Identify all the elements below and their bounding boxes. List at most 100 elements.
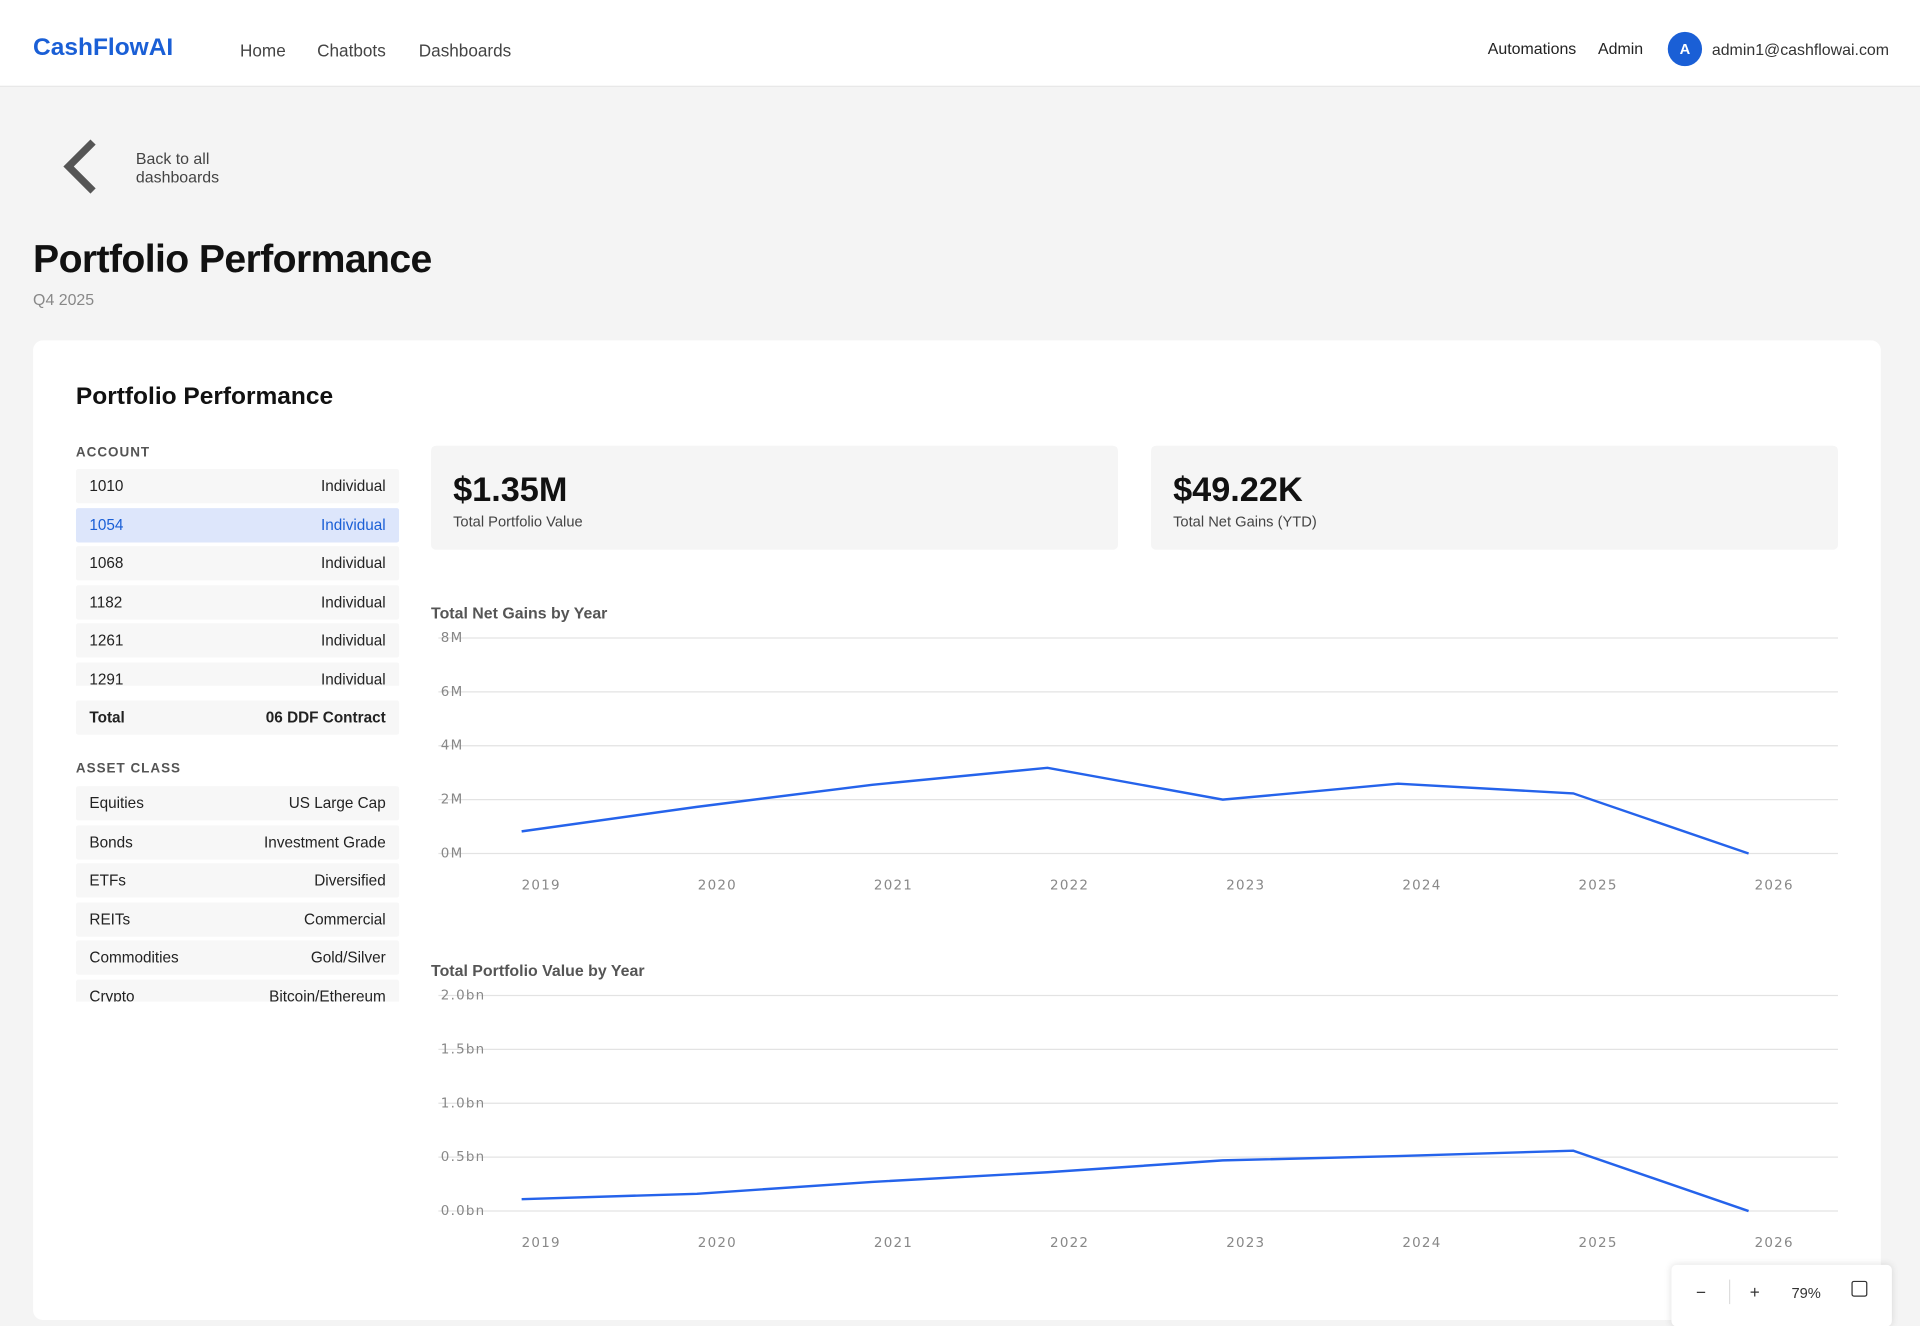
account-id: 1291 xyxy=(89,670,123,685)
section-label: ACCOUNT xyxy=(76,446,150,461)
asset-name: Equities xyxy=(89,795,143,812)
asset-name: ETFs xyxy=(89,872,126,889)
back-chevron[interactable] xyxy=(56,137,105,196)
kpi-label: Total Portfolio Value xyxy=(453,513,583,530)
page-subtitle: Q4 2025 xyxy=(33,290,94,308)
zoom-in[interactable]: + xyxy=(1750,1282,1760,1302)
nav-link[interactable]: Admin xyxy=(1598,39,1643,57)
nav-link[interactable]: Home xyxy=(240,40,286,60)
total-value: 06 DDF Contract xyxy=(266,709,386,726)
avatar[interactable]: A xyxy=(1668,32,1702,66)
account-row[interactable]: 1010Individual xyxy=(76,469,399,503)
asset-row[interactable]: Crypto Bitcoin/Ethereum xyxy=(76,979,399,1002)
kpi-card: $1.35M Total Portfolio Value xyxy=(431,446,1118,550)
asset-row[interactable]: Commodities Gold/Silver xyxy=(76,940,399,974)
fullscreen-button[interactable] xyxy=(1851,1281,1867,1297)
x-tick-label: 2026 xyxy=(1755,878,1794,893)
section-label: ASSET CLASS xyxy=(76,762,181,777)
account-total: Total 06 DDF Contract xyxy=(76,700,399,739)
x-tick-label: 2024 xyxy=(1402,1236,1441,1251)
y-tick-label: 2.0bn xyxy=(441,989,486,1004)
account-id: 1261 xyxy=(89,632,123,649)
x-tick-label: 2025 xyxy=(1578,878,1617,893)
account-row[interactable]: 1182 Individual xyxy=(76,585,399,619)
kpi-value: $1.35M xyxy=(453,470,567,509)
account-type: Individual xyxy=(321,555,386,572)
asset-detail: Bitcoin/Ethereum xyxy=(269,988,386,1002)
zoom-control: − + 79% xyxy=(1671,1265,1891,1326)
x-tick-label: 2023 xyxy=(1226,1236,1265,1251)
asset-row[interactable]: Bonds Investment Grade xyxy=(76,825,399,859)
x-tick-label: 2025 xyxy=(1578,1236,1617,1251)
data-line xyxy=(522,1151,1749,1211)
account-list: 1010Individual1054Individual1068Individu… xyxy=(76,469,399,686)
account-row[interactable]: 1068 Individual xyxy=(76,546,399,580)
y-tick-label: 6M xyxy=(441,685,464,700)
x-tick-label: 2022 xyxy=(1050,1236,1089,1251)
account-type: Individual xyxy=(321,593,386,610)
top-nav: CashFlowAI Home Chatbots Dashboards Auto… xyxy=(0,0,1920,87)
account-type: Individual xyxy=(321,670,386,685)
x-tick-label: 2022 xyxy=(1050,878,1089,893)
x-tick-label: 2020 xyxy=(698,878,737,893)
data-line xyxy=(522,768,1749,854)
account-type: Individual xyxy=(321,632,386,649)
account-id: 1068 xyxy=(89,555,123,572)
y-tick-label: 0M xyxy=(441,846,464,861)
account-row[interactable]: 1054 Individual xyxy=(76,508,399,542)
asset-detail: Diversified xyxy=(314,872,385,889)
zoom-level: 79% xyxy=(1791,1285,1820,1302)
account-type: Individual xyxy=(321,516,386,533)
account-id: 1054 xyxy=(89,516,123,533)
kpi-card: $49.22K Total Net Gains (YTD) xyxy=(1151,446,1838,550)
asset-name: Bonds xyxy=(89,833,132,850)
y-tick-label: 4M xyxy=(441,739,464,754)
account-id: 1182 xyxy=(89,593,122,610)
y-tick-label: 0.5bn xyxy=(441,1150,486,1165)
y-tick-label: 1.0bn xyxy=(441,1096,486,1111)
nav-link[interactable]: Chatbots xyxy=(317,40,386,60)
page-title: Portfolio Performance xyxy=(33,236,432,281)
account-row[interactable]: 1291 Individual xyxy=(76,662,399,686)
chart: 0.0bn 0.5bn 1.0bn 1.5bn 2.0bn 2019 2020 2021 202… xyxy=(431,988,1838,1260)
asset-detail: Commercial xyxy=(304,910,386,927)
asset-row[interactable]: REITs Commercial xyxy=(76,902,399,936)
y-tick-label: 1.5bn xyxy=(441,1042,486,1057)
y-tick-label: 0.0bn xyxy=(441,1204,486,1219)
back-link[interactable]: Back to all dashboards xyxy=(136,149,234,186)
asset-detail: US Large Cap xyxy=(289,795,386,812)
x-tick-label: 2021 xyxy=(874,878,913,893)
user-email[interactable]: admin1@cashflowai.com xyxy=(1712,40,1889,58)
card-title: Portfolio Performance xyxy=(76,383,333,411)
nav-link[interactable]: Automations xyxy=(1488,39,1576,57)
total-row: Total 06 DDF Contract xyxy=(76,700,399,734)
x-tick-label: 2020 xyxy=(698,1236,737,1251)
x-tick-label: 2024 xyxy=(1402,878,1441,893)
asset-name: Crypto xyxy=(89,988,134,1002)
asset-row[interactable]: Equities US Large Cap xyxy=(76,786,399,820)
x-tick-label: 2019 xyxy=(522,1236,561,1251)
divider xyxy=(1729,1280,1730,1304)
y-tick-label: 8M xyxy=(441,631,464,646)
total-label: Total xyxy=(89,709,124,726)
asset-detail: Gold/Silver xyxy=(311,949,386,966)
account-id: 1010 xyxy=(89,478,123,495)
kpi-label: Total Net Gains (YTD) xyxy=(1173,513,1317,530)
kpi-value: $49.22K xyxy=(1173,470,1303,509)
chart-title: Total Portfolio Value by Year xyxy=(431,961,645,979)
x-tick-label: 2026 xyxy=(1755,1236,1794,1251)
nav-link[interactable]: Dashboards xyxy=(419,40,511,60)
asset-row[interactable]: ETFs Diversified xyxy=(76,863,399,897)
asset-name: REITs xyxy=(89,910,130,927)
logo[interactable]: CashFlowAI xyxy=(33,34,173,62)
x-tick-label: 2021 xyxy=(874,1236,913,1251)
asset-detail: Investment Grade xyxy=(264,833,386,850)
chart-title: Total Net Gains by Year xyxy=(431,604,607,622)
account-row[interactable]: 1261 Individual xyxy=(76,623,399,657)
x-tick-label: 2023 xyxy=(1226,878,1265,893)
zoom-out[interactable]: − xyxy=(1696,1282,1706,1302)
x-tick-label: 2019 xyxy=(522,878,561,893)
asset-name: Commodities xyxy=(89,949,178,966)
